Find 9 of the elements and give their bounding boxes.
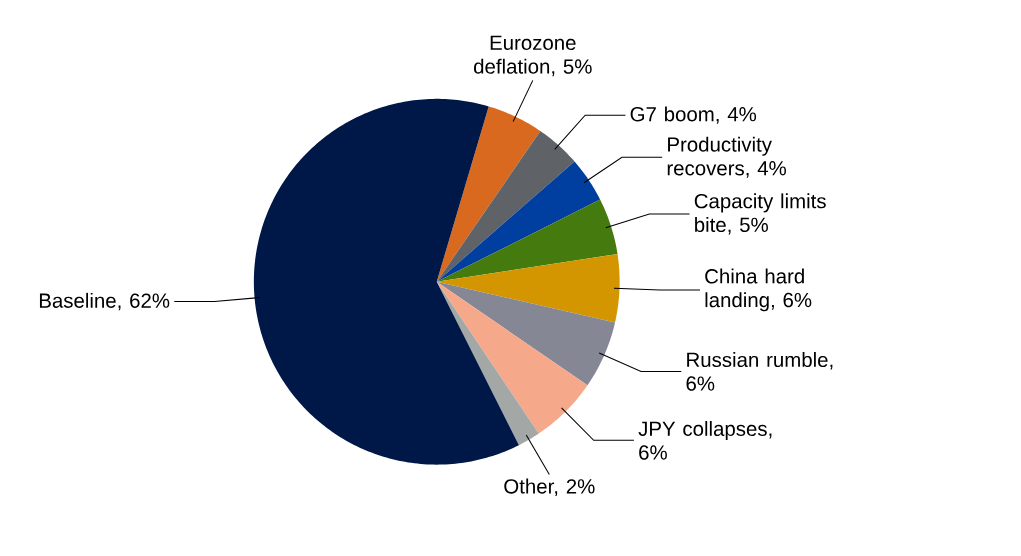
slice-label: Baseline, 62% xyxy=(39,293,170,311)
slice-label: G7 boom, 4% xyxy=(630,106,757,125)
slice-label: Other, 2% xyxy=(504,478,595,497)
slice-label: Russian rumble, 6% xyxy=(686,352,833,392)
slice-label: Productivity recovers, 4% xyxy=(667,136,786,179)
slice-label: Eurozone deflation, 5% xyxy=(474,35,592,77)
slice-label: JPY collapses, 6% xyxy=(638,421,772,460)
slice-label: China hard landing, 6% xyxy=(705,268,812,312)
slice-label: Capacity limits bite, 5% xyxy=(694,193,826,235)
